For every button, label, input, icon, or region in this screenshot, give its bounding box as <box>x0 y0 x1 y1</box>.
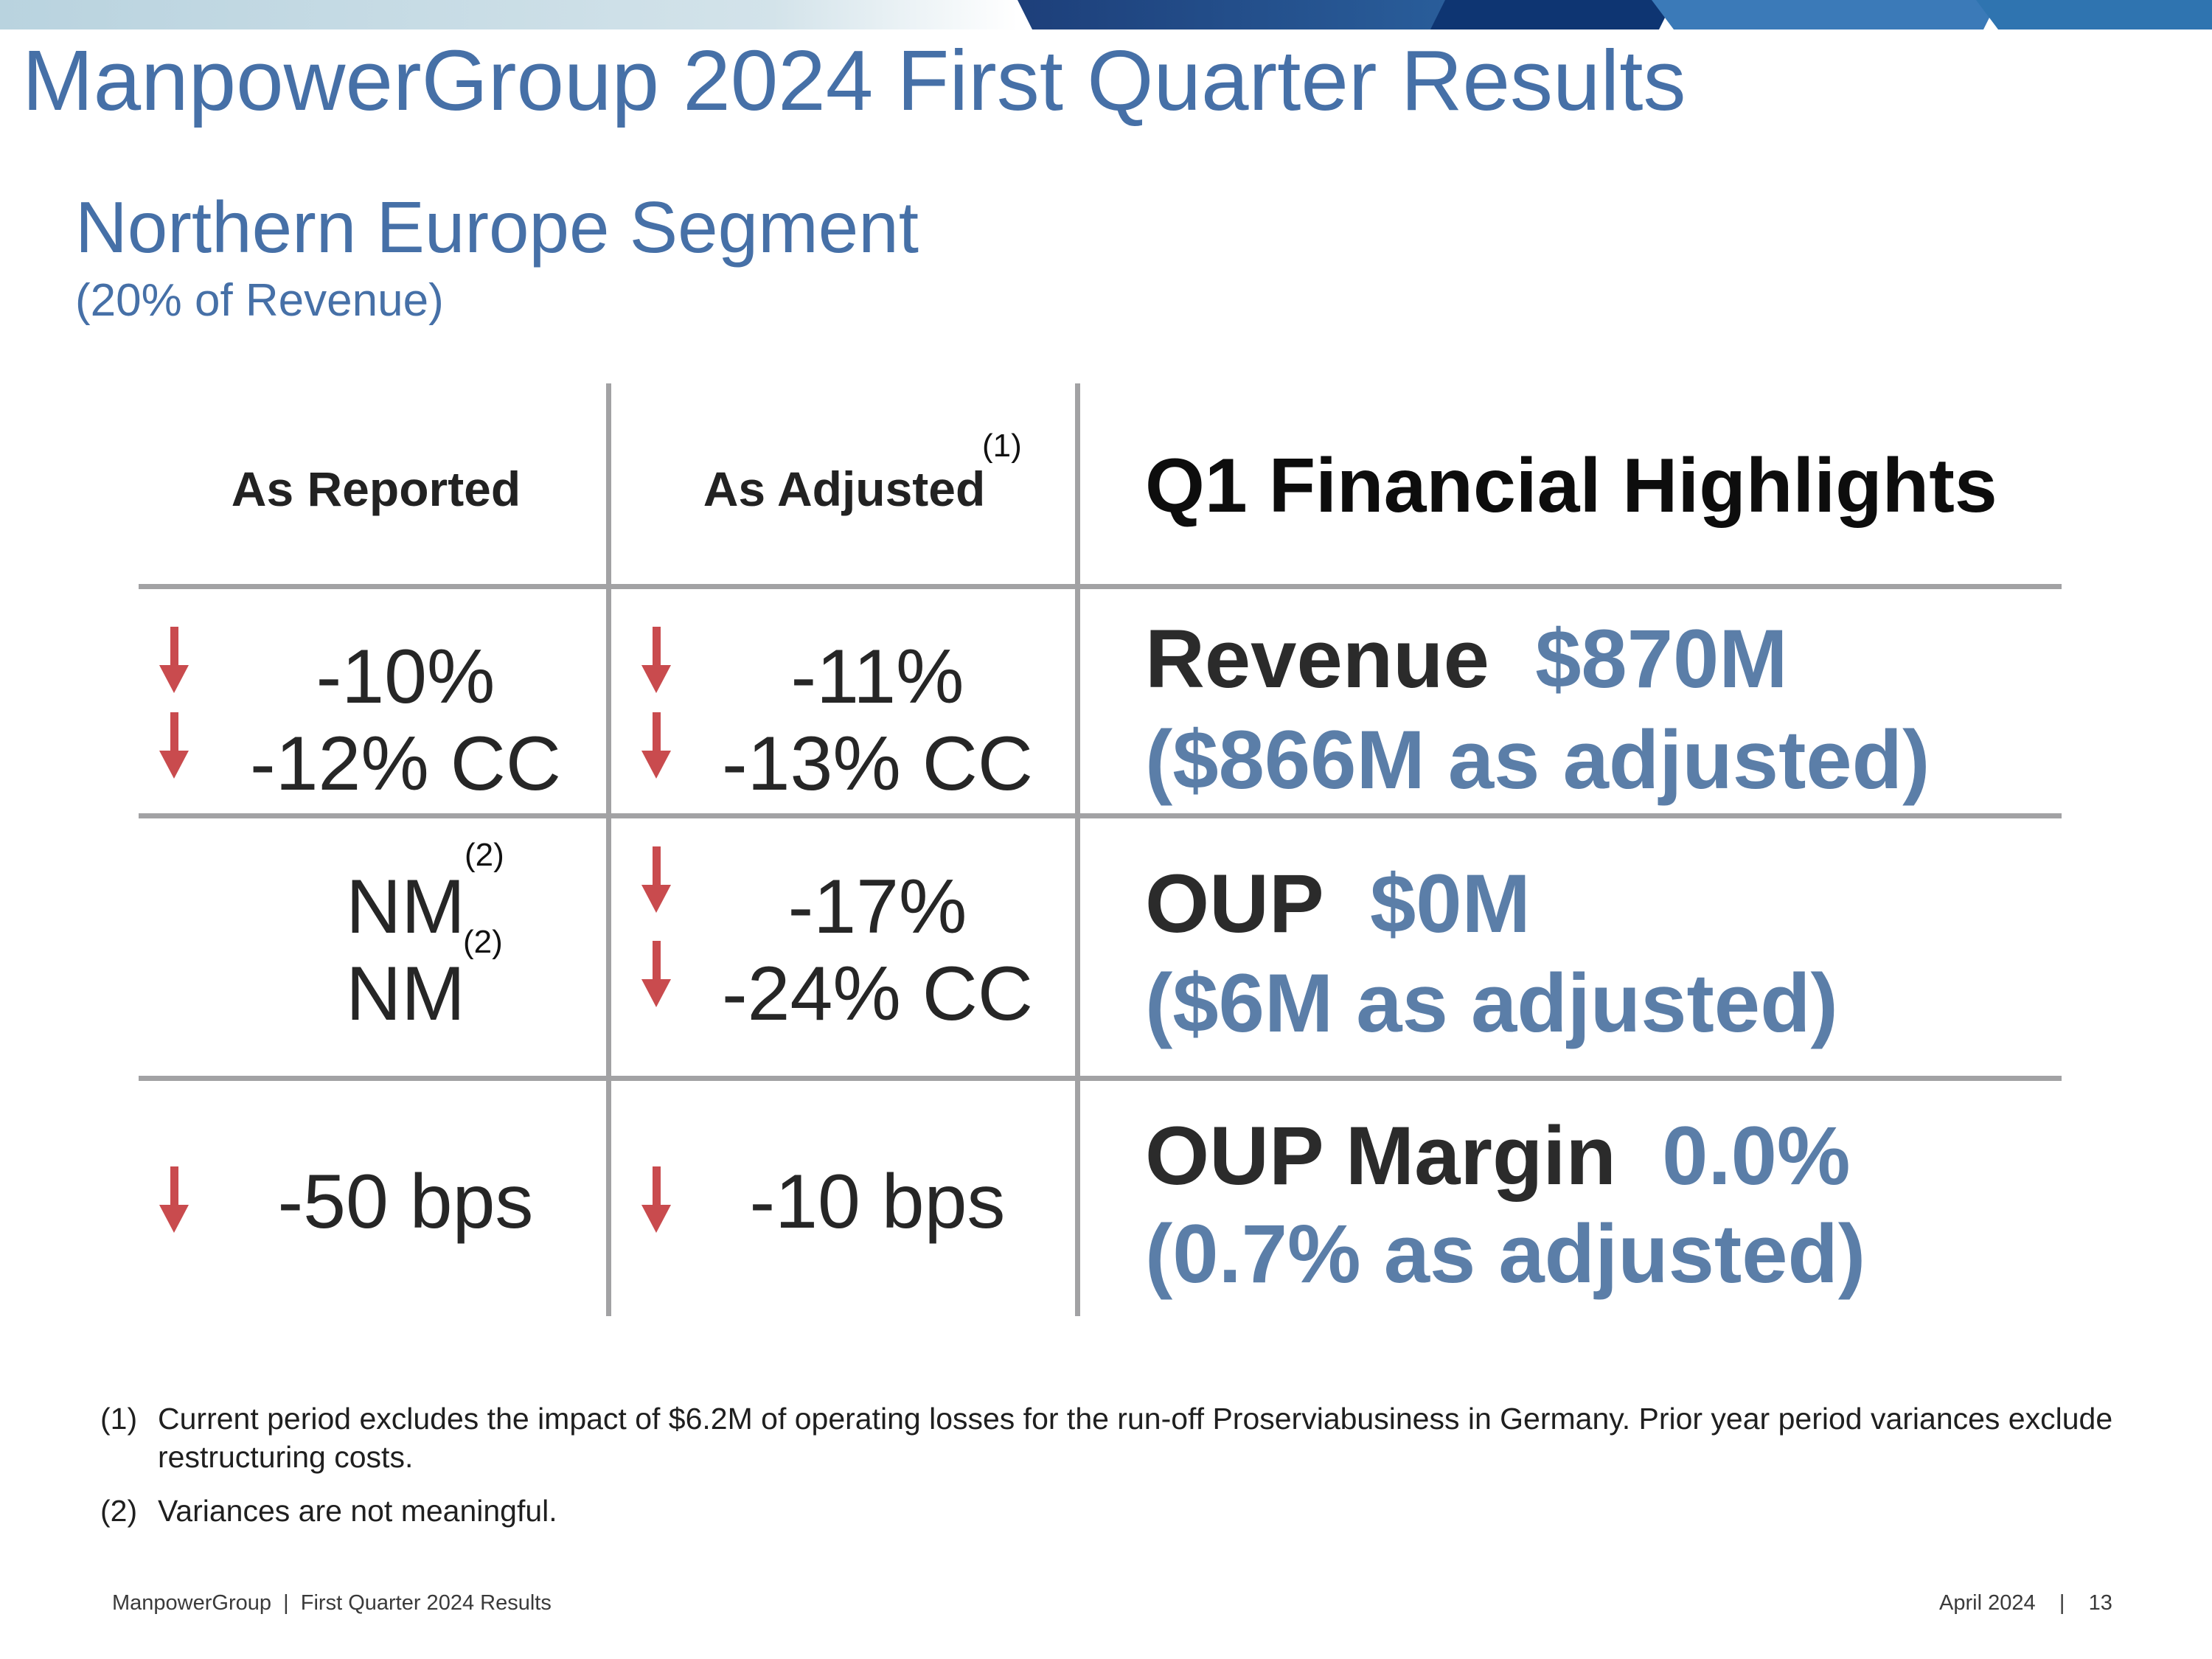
band-segment <box>1018 0 1475 29</box>
column-divider <box>606 383 611 1316</box>
arrow-down-icon <box>159 712 189 780</box>
reported-value: NM <box>346 951 465 1037</box>
highlights-heading: Q1 Financial Highlights <box>1145 443 1997 529</box>
footnote-text: Current period excludes the impact of $6… <box>158 1402 2113 1474</box>
highlight-oup-margin: OUP Margin 0.0% <box>1145 1115 1850 1197</box>
highlight-revenue-adjusted: ($866M as adjusted) <box>1145 714 1930 806</box>
highlight-oup-adjusted: ($6M as adjusted) <box>1145 957 1838 1049</box>
header-as-adjusted: As Adjusted <box>703 462 986 516</box>
highlight-oup: OUP $0M <box>1145 863 1531 945</box>
highlight-label: Revenue <box>1145 613 1489 705</box>
footer-right: April 2024 | 13 <box>1939 1591 2112 1615</box>
arrow-down-icon <box>641 627 671 695</box>
adjusted-value-cc: -13% CC <box>722 721 1033 807</box>
arrow-down-icon <box>641 846 671 914</box>
footnote-number: (2) <box>100 1494 138 1528</box>
header-as-reported: As Reported <box>231 462 521 516</box>
segment-revenue-share: (20% of Revenue) <box>75 275 444 326</box>
footnote-ref-2: (2) <box>465 837 504 873</box>
reported-value: -10% <box>316 634 495 720</box>
adjusted-value: -17% <box>787 864 967 950</box>
column-divider <box>1075 383 1080 1316</box>
band-segment <box>1430 0 1674 29</box>
adjusted-value-cc: -24% CC <box>722 951 1033 1037</box>
adjusted-value: -10 bps <box>749 1159 1006 1245</box>
arrow-down-icon <box>641 1166 671 1234</box>
reported-value: -50 bps <box>277 1159 534 1245</box>
arrow-down-icon <box>159 1166 189 1234</box>
arrow-down-icon <box>159 627 189 695</box>
band-segment <box>1652 0 1998 29</box>
highlight-label: OUP <box>1145 858 1324 950</box>
highlight-value: $870M <box>1535 613 1788 705</box>
band-segment <box>1976 0 2212 29</box>
adjusted-value: -11% <box>790 634 964 720</box>
footnote-number: (1) <box>100 1402 138 1436</box>
reported-value: NM <box>346 864 465 950</box>
arrow-down-icon <box>641 712 671 780</box>
reported-value-cc: -12% CC <box>250 721 561 807</box>
footnote-ref-2: (2) <box>463 924 503 960</box>
highlight-oup-margin-adjusted: (0.7% as adjusted) <box>1145 1208 1866 1300</box>
highlight-value: 0.0% <box>1662 1110 1851 1202</box>
row-divider <box>139 1076 2062 1081</box>
footnote-ref-1: (1) <box>982 428 1022 464</box>
row-divider <box>139 813 2062 818</box>
top-decorative-band <box>0 0 2212 29</box>
arrow-down-icon <box>641 941 671 1009</box>
footnote-text: Variances are not meaningful. <box>158 1494 557 1528</box>
footer-left: ManpowerGroup | First Quarter 2024 Resul… <box>112 1591 552 1615</box>
footnote: (2) Variances are not meaningful. <box>100 1492 2157 1530</box>
highlight-revenue: Revenue $870M <box>1145 618 1788 700</box>
highlight-value: $0M <box>1369 858 1531 950</box>
footnote: (1) Current period excludes the impact o… <box>100 1399 2157 1476</box>
segment-title: Northern Europe Segment <box>75 187 919 268</box>
page-title: ManpowerGroup 2024 First Quarter Results <box>22 32 1686 128</box>
row-divider <box>139 584 2062 589</box>
highlight-label: OUP Margin <box>1145 1110 1616 1202</box>
